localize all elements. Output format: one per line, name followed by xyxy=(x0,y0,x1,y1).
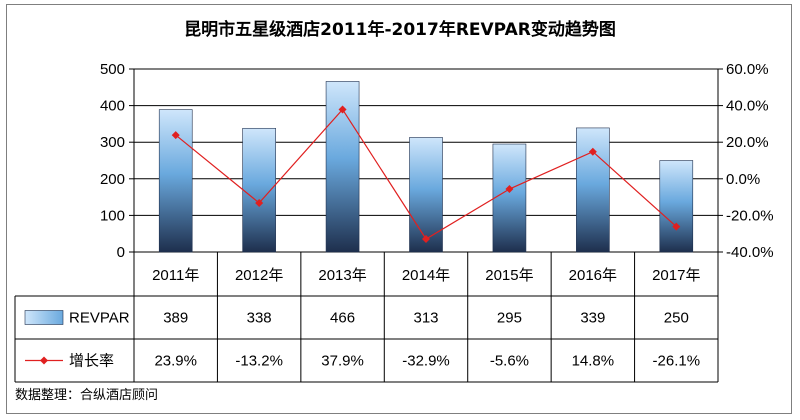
series-name: REVPAR xyxy=(69,310,130,327)
bar xyxy=(492,143,527,253)
bar-series xyxy=(158,81,694,253)
right-tick-label: -20.0% xyxy=(726,207,774,224)
data-label: 313 xyxy=(413,310,438,327)
category-label: 2013年 xyxy=(318,267,366,284)
left-tick-label: 500 xyxy=(100,61,125,78)
category-label: 2011年 xyxy=(152,267,199,284)
revpar-chart: 昆明市五星级酒店2011年-2017年REVPAR变动趋势图 0 100 200 30… xyxy=(14,19,774,403)
category-label: 2016年 xyxy=(569,267,617,284)
left-tick-label: 100 xyxy=(100,207,125,224)
left-tick-label: 300 xyxy=(100,134,125,151)
line-point xyxy=(672,222,681,231)
data-label: -13.2% xyxy=(235,353,283,370)
data-label: 389 xyxy=(163,310,188,327)
right-tick-label: 40.0% xyxy=(726,98,769,115)
category-label: 2015年 xyxy=(485,267,533,284)
data-label: 338 xyxy=(247,310,272,327)
chart-frame: 昆明市五星级酒店2011年-2017年REVPAR变动趋势图 0 100 200 30… xyxy=(6,4,792,414)
left-axis: 0 100 200 300 400 500 xyxy=(100,61,134,261)
category-label: 2017年 xyxy=(652,267,700,284)
data-label: -26.1% xyxy=(653,353,701,370)
line-point xyxy=(505,185,514,194)
line-point xyxy=(255,198,264,207)
chart-title: 昆明市五星级酒店2011年-2017年REVPAR变动趋势图 xyxy=(184,19,616,40)
bar xyxy=(659,160,694,253)
line-point xyxy=(588,147,597,156)
left-tick-label: 200 xyxy=(100,171,125,188)
category-label: 2012年 xyxy=(235,267,283,284)
line-point xyxy=(171,131,180,140)
line-point xyxy=(422,235,430,244)
legend-swatch-bar xyxy=(24,310,64,325)
series-name: 增长率 xyxy=(69,353,114,370)
line-point xyxy=(338,105,347,114)
bar xyxy=(409,137,443,253)
right-tick-label: -40.0% xyxy=(726,244,774,261)
line-series xyxy=(171,105,681,244)
data-label: 14.8% xyxy=(572,353,615,370)
data-table: 2011年 2012年 2013年 2014年 2015年 2016年 2017年 REVPA… xyxy=(14,252,719,383)
right-tick-label: 0.0% xyxy=(726,171,760,188)
data-label: 23.9% xyxy=(154,353,197,370)
right-axis: -40.0% -20.0% 0.0% 20.0% 40.0% 60.0% xyxy=(718,61,774,261)
data-label: 339 xyxy=(580,310,605,327)
data-label: 37.9% xyxy=(321,353,364,370)
data-label: 250 xyxy=(664,310,689,327)
bar xyxy=(158,109,193,253)
data-label: -5.6% xyxy=(490,353,529,370)
category-label: 2014年 xyxy=(402,267,450,284)
left-tick-label: 400 xyxy=(100,98,125,115)
right-tick-label: 20.0% xyxy=(726,134,769,151)
left-tick-label: 0 xyxy=(117,244,125,261)
data-label: 466 xyxy=(330,310,355,327)
data-label: 295 xyxy=(497,310,522,327)
source-note: 数据整理：合纵酒店顾问 xyxy=(15,388,158,403)
bar xyxy=(576,127,610,253)
right-tick-label: 60.0% xyxy=(726,61,769,78)
legend-swatch-marker xyxy=(40,356,48,365)
data-label: -32.9% xyxy=(402,353,450,370)
